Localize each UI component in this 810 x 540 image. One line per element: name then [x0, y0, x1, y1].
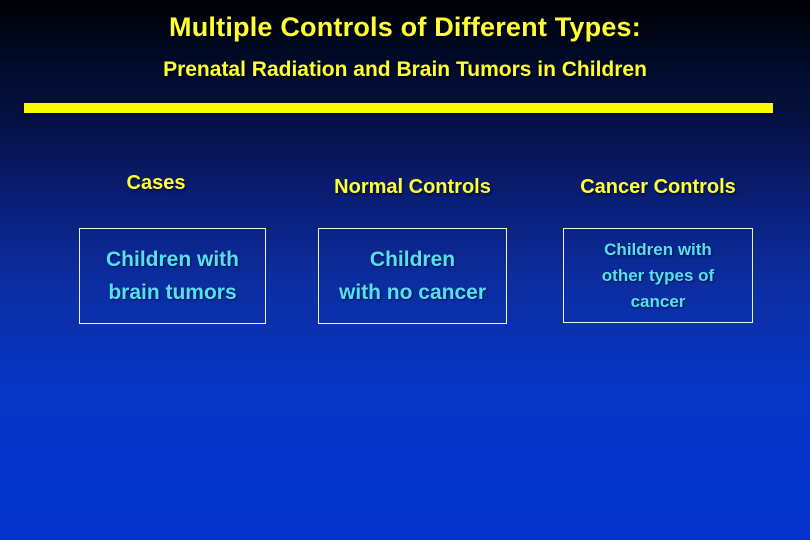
box-text-line: cancer: [630, 291, 686, 311]
cancer-controls-box: Children with other types of cancer: [563, 228, 753, 323]
column-header-normal-controls: Normal Controls: [334, 176, 491, 198]
cases-box: Children with brain tumors: [79, 228, 266, 324]
box-text-line: Children with: [604, 239, 712, 259]
box-text-line: other types of: [601, 265, 715, 285]
column-header-cases: Cases: [126, 172, 186, 194]
box-text-line: Children: [369, 248, 456, 271]
divider-bar: [24, 103, 773, 113]
box-text-line: with no cancer: [338, 281, 487, 304]
column-header-cancer-controls: Cancer Controls: [580, 176, 736, 198]
slide-title: Multiple Controls of Different Types:: [169, 12, 641, 42]
box-text-line: Children with: [106, 248, 239, 271]
slide-subtitle: Prenatal Radiation and Brain Tumors in C…: [163, 58, 647, 81]
normal-controls-box: Children with no cancer: [318, 228, 507, 324]
box-text-line: brain tumors: [108, 281, 237, 304]
